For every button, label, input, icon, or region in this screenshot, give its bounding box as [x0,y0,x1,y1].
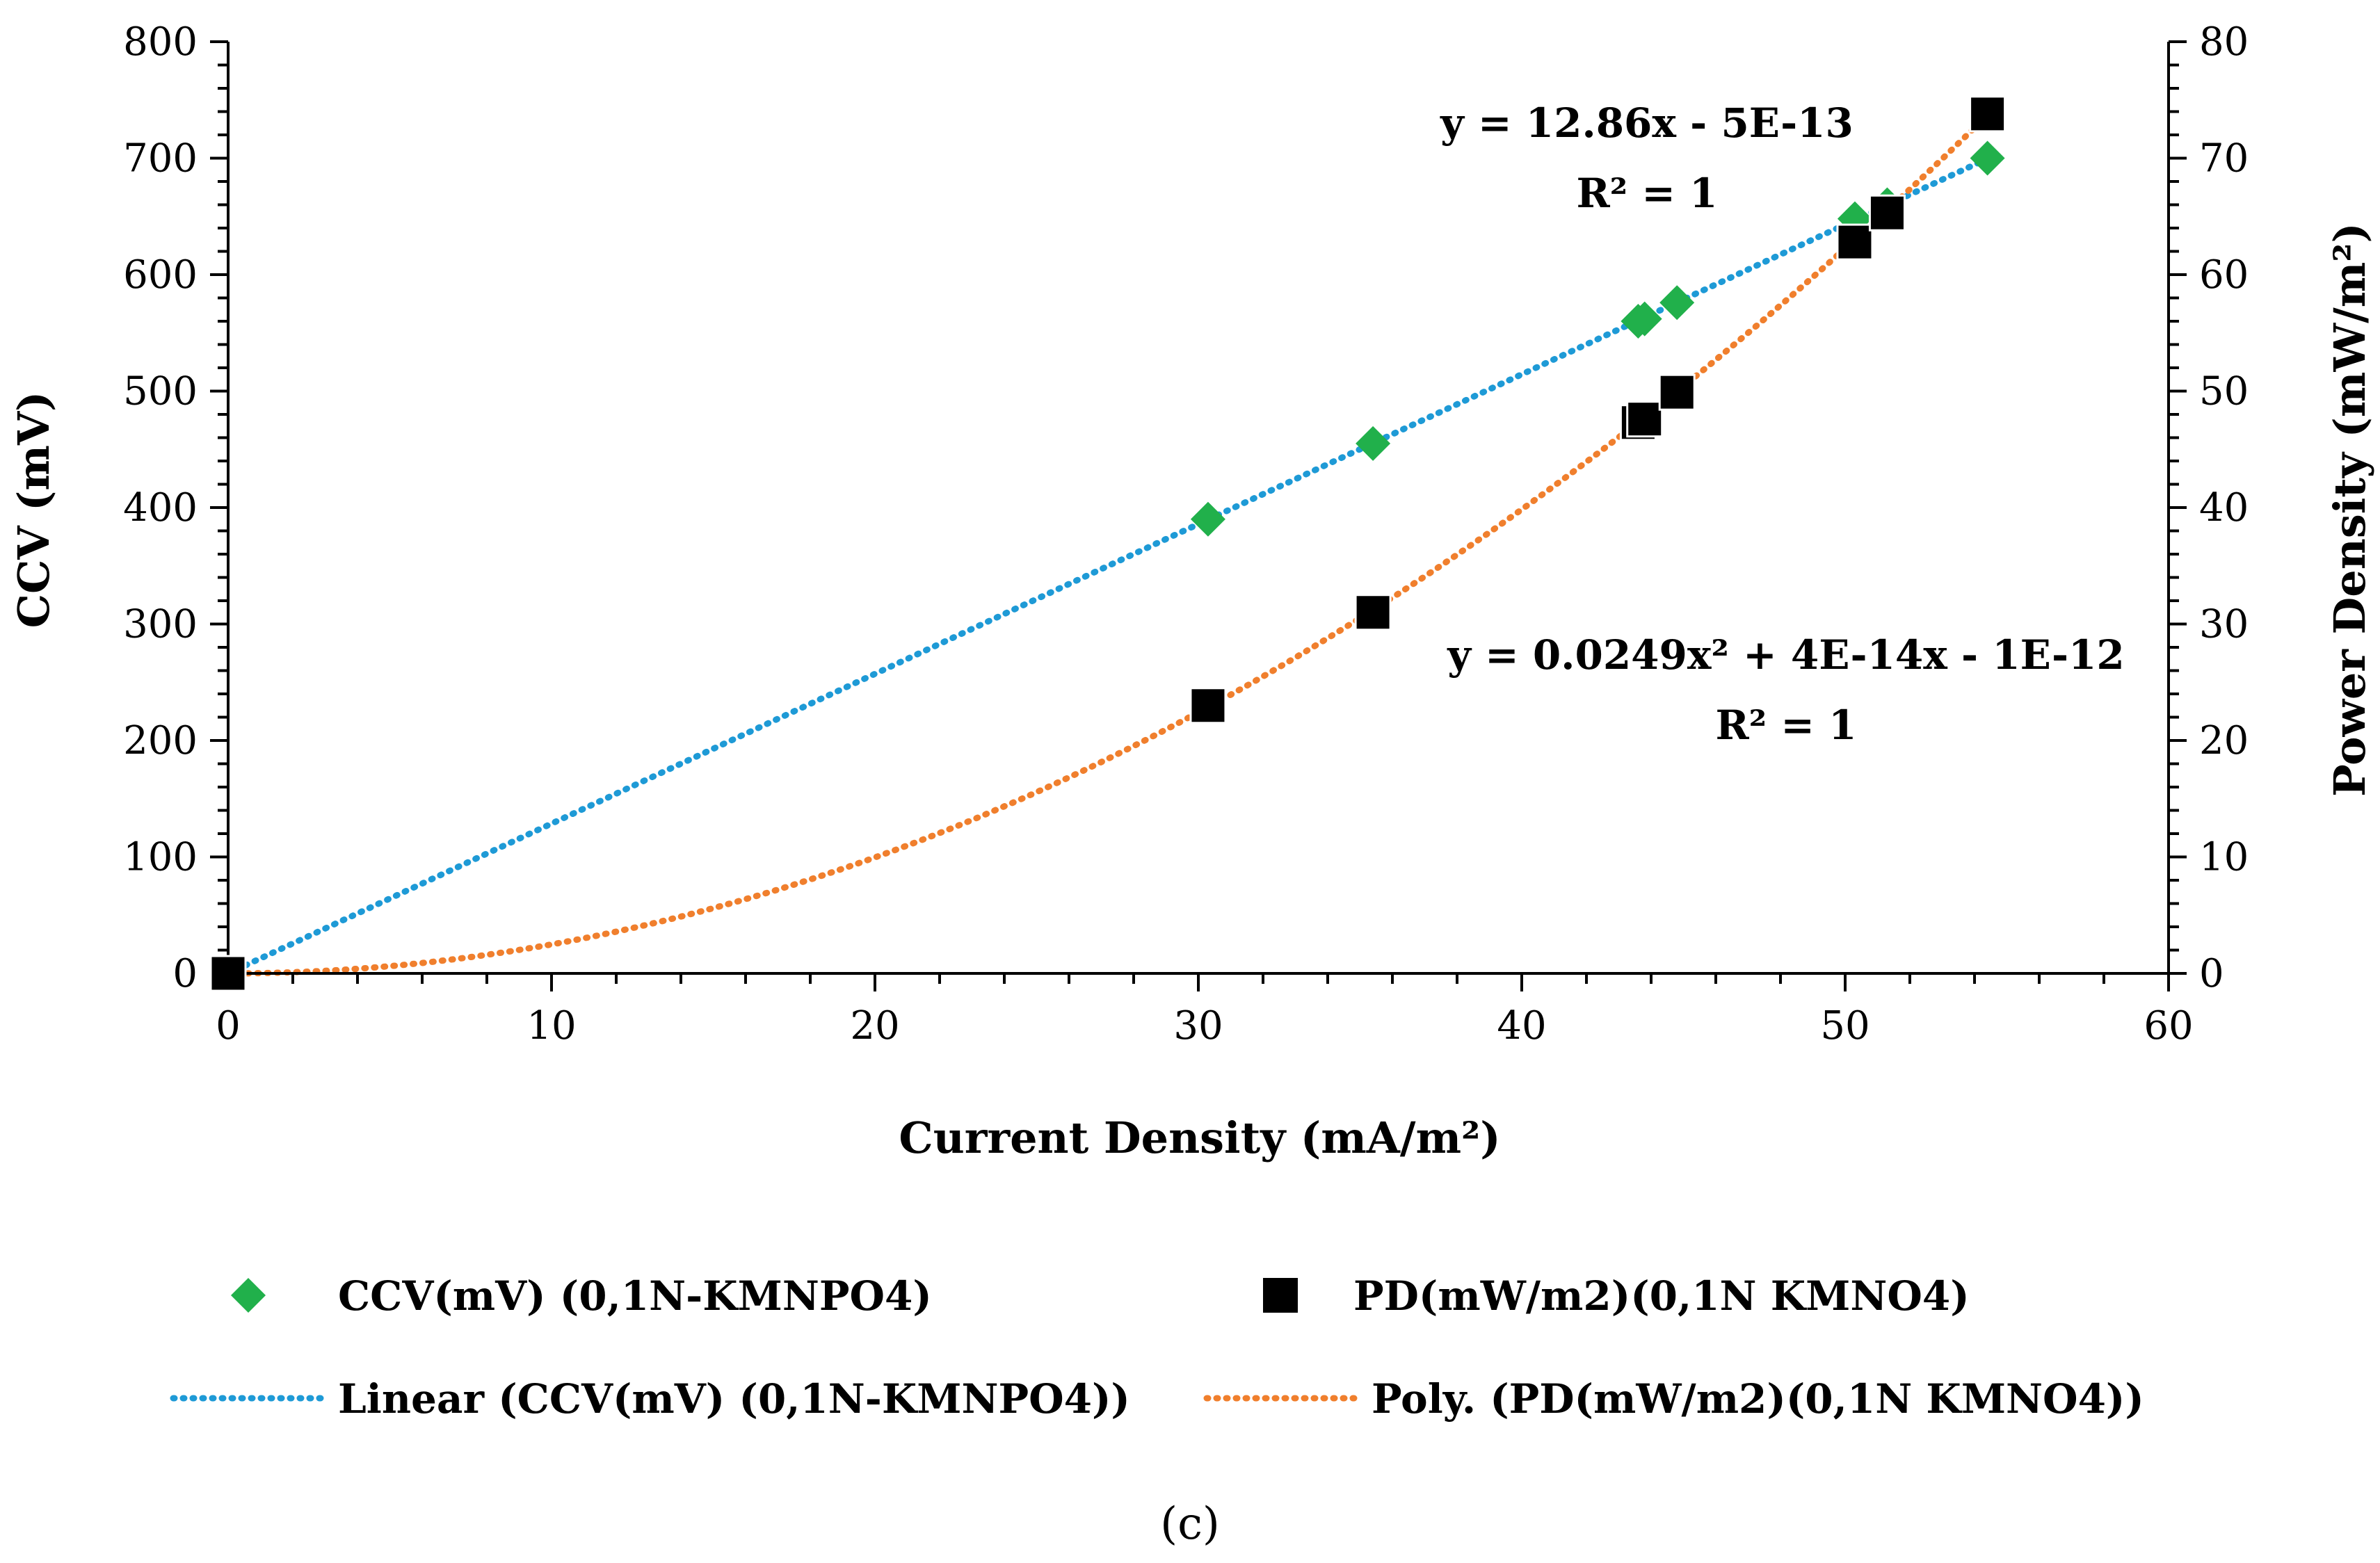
legend-marker-pd [1263,1278,1298,1313]
data-point-ccv [1659,285,1695,321]
x-tick-label: 10 [526,1003,576,1048]
y-tick-label: 700 [123,136,198,181]
x-tick-label: 30 [1173,1003,1223,1048]
legend-label-ccv: CCV(mV) (0,1N-KMNPO4) [338,1272,932,1320]
data-point-pd [1868,194,1906,232]
y-tick-label: 600 [123,252,198,298]
y-axis-title: CCV (mV) [8,391,59,629]
x-tick-label: 40 [1497,1003,1546,1048]
legend-label-pd: PD(mW/m2)(0,1N KMNO4) [1353,1272,1970,1320]
data-point-ccv [1356,426,1391,461]
y-tick-label: 300 [123,602,198,647]
legend: CCV(mV) (0,1N-KMNPO4) PD(mW/m2)(0,1N KMN… [170,1272,2144,1423]
axis-layer: 0 10 20 30 40 50 60010020030040050060070080001… [123,19,2249,1048]
x-axis-title: Current Density (mA/m²) [899,1112,1500,1163]
y2-tick-label: 60 [2199,252,2249,298]
linear-trend-equation: y = 12.86x - 5E-13 [1440,99,1854,147]
data-point-pd [1626,400,1664,438]
figure-caption: (c) [1160,1498,1220,1550]
data-point-ccv [1627,301,1662,337]
legend-marker-ccv [231,1278,266,1313]
y2-tick-label: 0 [2199,951,2224,996]
y2-tick-label: 20 [2199,718,2249,763]
legend-label-linear: Linear (CCV(mV) (0,1N-KMNPO4)) [338,1375,1130,1423]
y2-tick-label: 10 [2199,835,2249,880]
data-point-pd [209,955,247,992]
data-point-ccv [1190,501,1225,537]
y2-tick-label: 40 [2199,485,2249,531]
data-point-layer [209,95,2007,992]
x-tick-label: 0 [216,1003,241,1048]
y2-tick-label: 80 [2199,19,2249,65]
data-point-pd [1189,687,1227,724]
data-point-pd [1836,223,1874,261]
linear-trend-r2: R² = 1 [1577,170,1718,217]
y2-axis-title: Power Density (mW/m²) [2324,222,2375,797]
y-tick-label: 400 [123,485,198,531]
data-point-ccv [1970,140,2005,176]
data-point-pd [1354,594,1392,631]
y-tick-label: 200 [123,718,198,763]
data-point-pd [1969,95,2007,133]
x-tick-label: 20 [850,1003,899,1048]
poly-trend-equation: y = 0.0249x² + 4E-14x - 1E-12 [1447,631,2125,679]
x-tick-label: 60 [2144,1003,2193,1048]
x-tick-label: 50 [1820,1003,1870,1048]
y-tick-label: 100 [123,835,198,880]
poly-trendline [225,112,1991,977]
trendline-layer [225,112,1991,977]
y2-tick-label: 50 [2199,369,2249,414]
y-tick-label: 500 [123,369,198,414]
y-tick-label: 800 [123,19,198,65]
data-point-pd [1658,373,1696,411]
poly-trend-r2: R² = 1 [1716,702,1857,749]
y-tick-label: 0 [172,951,198,996]
linear-trendline [225,155,1991,977]
y2-tick-label: 70 [2199,136,2249,181]
y2-tick-label: 30 [2199,602,2249,647]
legend-label-poly: Poly. (PD(mW/m2)(0,1N KMNO4)) [1372,1375,2144,1423]
